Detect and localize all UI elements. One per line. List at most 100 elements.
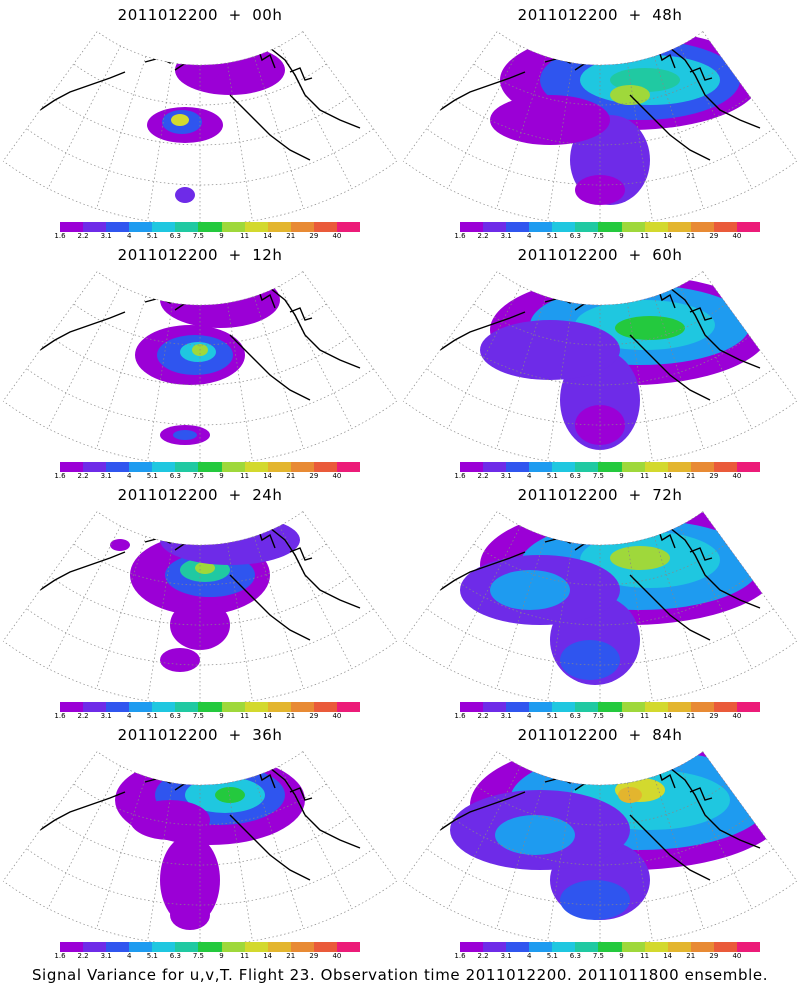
colorbar-label: 3.1	[100, 472, 112, 480]
colorbar-label: 2.2	[77, 232, 89, 240]
variance-contour	[175, 187, 195, 203]
colorbar-swatch	[621, 222, 645, 232]
graticule	[2, 31, 398, 226]
variance-contour	[171, 114, 189, 126]
colorbar-swatch	[736, 222, 761, 232]
colorbar-label: 9	[219, 232, 224, 240]
colorbar-swatch	[713, 942, 737, 952]
colorbar-label: 5.1	[546, 472, 558, 480]
colorbar-label: 21	[686, 232, 696, 240]
colorbar-label: 2.2	[477, 712, 489, 720]
colorbar-swatch	[644, 462, 668, 472]
panel-title: 2011012200 + 24h	[117, 486, 283, 504]
variance-field	[490, 31, 760, 205]
colorbar-label: 1.6	[54, 712, 66, 720]
colorbar-swatch	[483, 462, 507, 472]
colorbar-swatch	[129, 222, 153, 232]
colorbar-swatch	[129, 462, 153, 472]
colorbar: 1.6 2.2 3.1 4 5.1 6.3 7.5 9 11 14 21 29 40	[54, 942, 361, 960]
colorbar-swatch	[336, 702, 361, 712]
panel-title: 2011012200 + 72h	[517, 486, 683, 504]
graticule	[402, 511, 798, 706]
colorbar-swatch	[83, 462, 107, 472]
colorbar-label: 6.3	[569, 712, 581, 720]
colorbar-label: 7.5	[192, 232, 205, 240]
colorbar-swatch	[483, 702, 507, 712]
colorbar-label: 3.1	[500, 472, 512, 480]
colorbar: 1.6 2.2 3.1 4 5.1 6.3 7.5 9 11 14 21 29 40	[454, 702, 761, 720]
colorbar-label: 9	[619, 472, 624, 480]
signal-variance-map	[2, 751, 398, 946]
colorbar-label: 5.1	[546, 952, 558, 960]
colorbar-swatch	[175, 942, 199, 952]
colorbar-swatch	[552, 222, 576, 232]
colorbar-swatch	[483, 942, 507, 952]
colorbar-swatch	[313, 462, 337, 472]
colorbar-swatch	[152, 702, 176, 712]
map-panel-48h: 2011012200 + 48h 1.6 2.2 3.1 4 5.1 6.3 7.5 9 11 14…	[400, 0, 800, 240]
colorbar-swatch	[313, 222, 337, 232]
variance-contour	[110, 539, 130, 551]
colorbar-label: 4	[526, 712, 532, 720]
colorbar-label: 4	[126, 712, 132, 720]
signal-variance-map	[402, 271, 798, 466]
colorbar-label: 5.1	[146, 232, 158, 240]
signal-variance-map	[2, 271, 398, 466]
colorbar-label: 3.1	[100, 232, 112, 240]
colorbar: 1.6 2.2 3.1 4 5.1 6.3 7.5 9 11 14 21 29 40	[54, 462, 361, 480]
colorbar-swatch	[221, 462, 245, 472]
colorbar-label: 40	[332, 232, 342, 240]
colorbar-swatch	[736, 942, 761, 952]
colorbar-swatch	[506, 222, 530, 232]
colorbar-swatch	[575, 462, 599, 472]
colorbar-label: 21	[286, 952, 296, 960]
colorbar: 1.6 2.2 3.1 4 5.1 6.3 7.5 9 11 14 21 29 40	[454, 462, 761, 480]
variance-field	[135, 272, 280, 445]
colorbar-label: 5.1	[146, 712, 158, 720]
colorbar-swatch	[552, 942, 576, 952]
colorbar-label: 1.6	[454, 472, 466, 480]
colorbar-swatch	[244, 942, 268, 952]
colorbar-label: 9	[219, 472, 224, 480]
signal-variance-map	[402, 751, 798, 946]
colorbar-swatch	[483, 222, 507, 232]
colorbar-label: 29	[309, 712, 319, 720]
colorbar-swatch	[598, 462, 622, 472]
colorbar-label: 1.6	[54, 952, 66, 960]
colorbar-label: 14	[263, 232, 273, 240]
colorbar-label: 14	[663, 952, 673, 960]
panel-title: 2011012200 + 48h	[517, 6, 683, 24]
colorbar-swatch	[575, 942, 599, 952]
colorbar-label: 7.5	[192, 952, 205, 960]
variance-contour	[495, 815, 575, 855]
colorbar-label: 7.5	[192, 472, 205, 480]
colorbar-swatch	[736, 702, 761, 712]
colorbar-label: 14	[263, 472, 273, 480]
colorbar-swatch	[460, 702, 484, 712]
colorbar-label: 2.2	[77, 472, 89, 480]
colorbar-swatch	[506, 702, 530, 712]
signal-variance-map	[402, 31, 798, 226]
signal-variance-map	[402, 511, 798, 706]
panel-title: 2011012200 + 60h	[517, 246, 683, 264]
colorbar-label: 11	[640, 712, 650, 720]
panel-title: 2011012200 + 12h	[117, 246, 283, 264]
colorbar-swatch	[129, 942, 153, 952]
colorbar-swatch	[336, 942, 361, 952]
colorbar-label: 4	[126, 952, 132, 960]
colorbar-swatch	[644, 702, 668, 712]
colorbar-swatch	[106, 462, 130, 472]
colorbar-swatch	[713, 702, 737, 712]
colorbar-swatch	[552, 462, 576, 472]
colorbar-label: 1.6	[54, 472, 66, 480]
variance-field	[115, 755, 305, 930]
panel-title: 2011012200 + 36h	[117, 726, 283, 744]
signal-variance-map	[2, 511, 398, 706]
colorbar-swatch	[690, 222, 714, 232]
variance-contour	[160, 835, 220, 925]
colorbar-swatch	[221, 942, 245, 952]
colorbar-label: 4	[526, 472, 532, 480]
colorbar-label: 6.3	[169, 952, 181, 960]
colorbar-swatch	[152, 222, 176, 232]
colorbar-label: 9	[619, 712, 624, 720]
